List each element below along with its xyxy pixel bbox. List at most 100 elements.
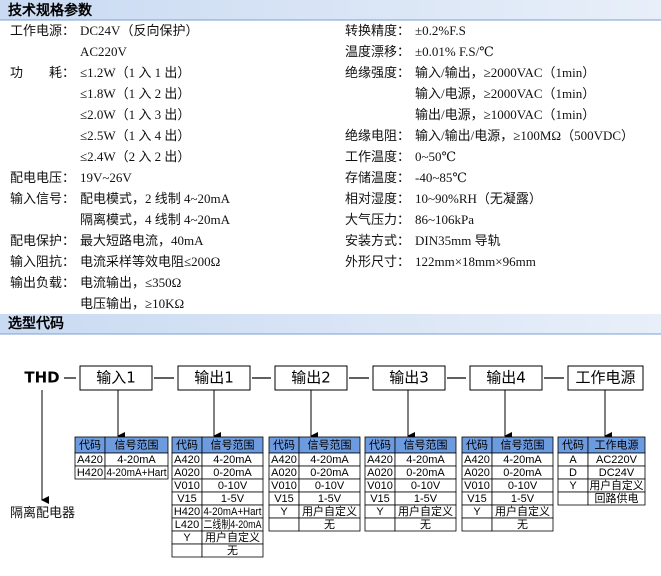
spec-value: 配电模式，2 线制 4~20mA: [80, 191, 231, 206]
spec-label: 工作温度：: [345, 149, 410, 164]
table-value: 二线制4-20mA: [204, 517, 263, 531]
table-code: Y: [280, 506, 288, 518]
table-code: V15: [274, 493, 294, 505]
spec-value: 122mm×18mm×96mm: [415, 254, 536, 269]
table-value: AC220V: [596, 454, 638, 466]
spec-value: 电流输出，≤350Ω: [80, 275, 181, 290]
code-box-label: 输入1: [96, 369, 136, 387]
content: 工作电源： DC24V（反向保护） AC220V 功 耗： ≤1.2W（1 入 1 出）…: [10, 23, 646, 558]
table-value: 用户自定义: [205, 530, 260, 544]
spec-value: ≤2.0W（1 入 3 出）: [80, 107, 190, 122]
spec-value: -40~85℃: [415, 170, 467, 185]
spec-label: 外形尺寸：: [345, 254, 410, 269]
spec-value: 隔离模式，4 线制 4~20mA: [80, 212, 231, 227]
table-header: 代码: [79, 438, 101, 451]
section-title: 技术规格参数: [8, 2, 93, 19]
table-code: A020: [271, 467, 297, 479]
table-cell: [394, 517, 457, 532]
spec-value: 电流采样等效电阻≤200Ω: [80, 254, 220, 269]
table-code: A420: [271, 454, 297, 466]
table-code: H420: [77, 467, 103, 479]
code-box: [79, 365, 153, 391]
table-cell: [491, 517, 554, 532]
table-value: 0-10V: [218, 480, 248, 492]
table-code: V15: [177, 493, 197, 505]
spec-label: 输出负载：: [10, 275, 75, 290]
spec-value: ≤1.2W（1 入 1 出）: [80, 65, 190, 80]
table-code: A020: [464, 467, 490, 479]
table-code: Y: [376, 506, 384, 518]
spec-label: 工作电源：: [10, 23, 75, 38]
table-value: 1-5V: [318, 493, 342, 505]
table-code: A420: [367, 454, 393, 466]
table-value: 4-20mA: [503, 454, 542, 466]
table-header: 代码: [466, 438, 488, 451]
table-value: 用户自定义: [590, 478, 644, 492]
table-value: 无: [227, 545, 238, 557]
spec-label: 绝缘强度：: [345, 65, 410, 80]
table-code: A020: [174, 467, 200, 479]
table-header: 信号范围: [211, 437, 255, 451]
code-box: [469, 365, 543, 391]
table-cell: [461, 517, 493, 532]
table-cell: [298, 517, 361, 532]
table-value: 用户自定义: [398, 504, 453, 518]
table-value: 4-20mA: [213, 454, 252, 466]
spec-label: 输入信号：: [10, 191, 75, 206]
table-value: 1-5V: [414, 493, 438, 505]
spec-label: 输入阻抗：: [10, 254, 75, 269]
code-box: [372, 365, 446, 391]
table-value: 4-20mA: [406, 454, 445, 466]
table-value: 0-10V: [411, 480, 441, 492]
spec-value: 输入/输出，≥2000VAC（1min）: [415, 65, 595, 80]
table-value: 0-10V: [508, 480, 538, 492]
code-box-label: 输出3: [389, 369, 429, 387]
table-code: V010: [174, 480, 200, 492]
code-box: [567, 365, 644, 391]
table-value: 0-20mA: [406, 467, 445, 479]
table-code: A020: [367, 467, 393, 479]
spec-value: DIN35mm 导轨: [415, 233, 501, 248]
note: 隔离配电器: [10, 505, 75, 520]
spec-value: 电压输出，≥10KΩ: [80, 296, 184, 311]
table-code: A: [569, 454, 577, 466]
table-code: A420: [174, 454, 200, 466]
spec-label: 绝缘电阻：: [345, 128, 410, 143]
spec-value: 10~90%RH（无凝露）: [415, 191, 542, 206]
table-code: V010: [464, 480, 490, 492]
table-cell: [364, 517, 396, 532]
table-value: 0-20mA: [503, 467, 542, 479]
table-code: Y: [473, 506, 481, 518]
table-cell: [104, 465, 169, 480]
table-cell: [171, 543, 203, 558]
spec-value: ≤2.5W（1 入 4 出）: [80, 128, 190, 143]
table-value: 无: [517, 519, 528, 531]
table-value: 0-20mA: [310, 467, 349, 479]
code-box: [274, 365, 348, 391]
spec-value: 输入/输出/电源，≥100MΩ（500VDC）: [415, 128, 634, 143]
spec-value: 19V~26V: [80, 170, 132, 185]
table-header: 工作电源: [595, 437, 639, 451]
table-code: V15: [370, 493, 390, 505]
spec-value: AC220V: [80, 44, 128, 59]
table-code: Y: [569, 480, 577, 492]
table-code: Y: [183, 532, 191, 544]
spec-value: 输出/电源，≥1000VAC（1min）: [415, 107, 595, 122]
table-value: 无: [324, 519, 335, 531]
table-code: V010: [367, 480, 393, 492]
table-code: A420: [464, 454, 490, 466]
table-value: DC24V: [599, 467, 635, 479]
spec-value: ±0.01% F.S/℃: [415, 44, 494, 59]
table-value: 4-20mA: [117, 454, 156, 466]
spec-label: 存储温度：: [345, 170, 410, 185]
spec-label: 相对湿度：: [345, 191, 410, 206]
spec-value: ≤2.4W（2 入 2 出）: [80, 149, 190, 164]
spec-value: ±0.2%F.S: [415, 23, 466, 38]
code-box-label: 输出4: [486, 369, 526, 387]
table-header: 信号范围: [501, 437, 545, 451]
table-header: 代码: [369, 438, 391, 451]
table-header: 信号范围: [404, 437, 448, 451]
section-title: 选型代码: [8, 315, 64, 332]
spec-label: 温度漂移：: [345, 44, 410, 59]
table-value: 4-20mA: [310, 454, 349, 466]
